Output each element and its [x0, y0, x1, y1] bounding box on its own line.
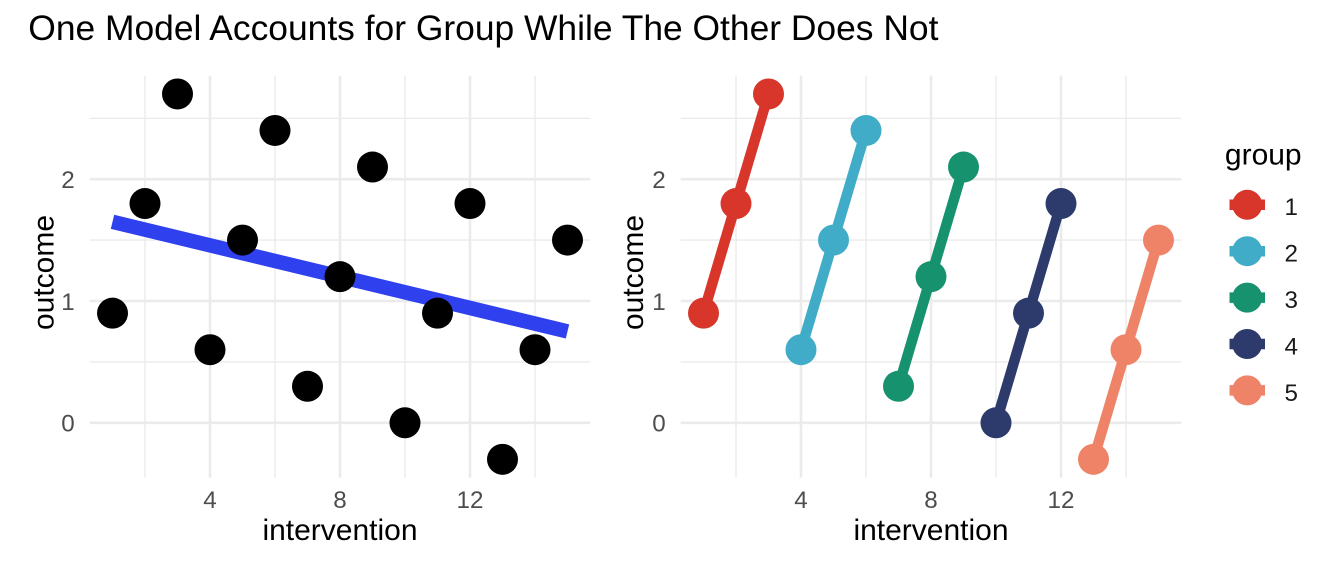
svg-text:2: 2: [652, 167, 665, 194]
svg-text:1: 1: [1285, 194, 1298, 221]
svg-text:8: 8: [924, 487, 937, 514]
svg-text:0: 0: [61, 411, 74, 438]
svg-text:4: 4: [203, 487, 216, 514]
svg-text:One Model Accounts for Group W: One Model Accounts for Group While The O…: [28, 8, 938, 48]
svg-text:group: group: [1225, 139, 1302, 172]
svg-text:3: 3: [1285, 287, 1298, 314]
svg-text:5: 5: [1285, 380, 1298, 407]
svg-text:12: 12: [457, 487, 484, 514]
svg-text:1: 1: [61, 289, 74, 316]
svg-text:12: 12: [1048, 487, 1075, 514]
svg-text:outcome: outcome: [27, 215, 60, 330]
svg-text:intervention: intervention: [262, 514, 417, 547]
svg-text:0: 0: [652, 411, 665, 438]
svg-text:4: 4: [1285, 333, 1298, 360]
svg-text:1: 1: [652, 289, 665, 316]
svg-text:4: 4: [794, 487, 807, 514]
svg-text:outcome: outcome: [617, 215, 650, 330]
svg-text:intervention: intervention: [853, 514, 1008, 547]
svg-text:2: 2: [1285, 241, 1298, 268]
svg-text:8: 8: [333, 487, 346, 514]
svg-text:2: 2: [61, 167, 74, 194]
